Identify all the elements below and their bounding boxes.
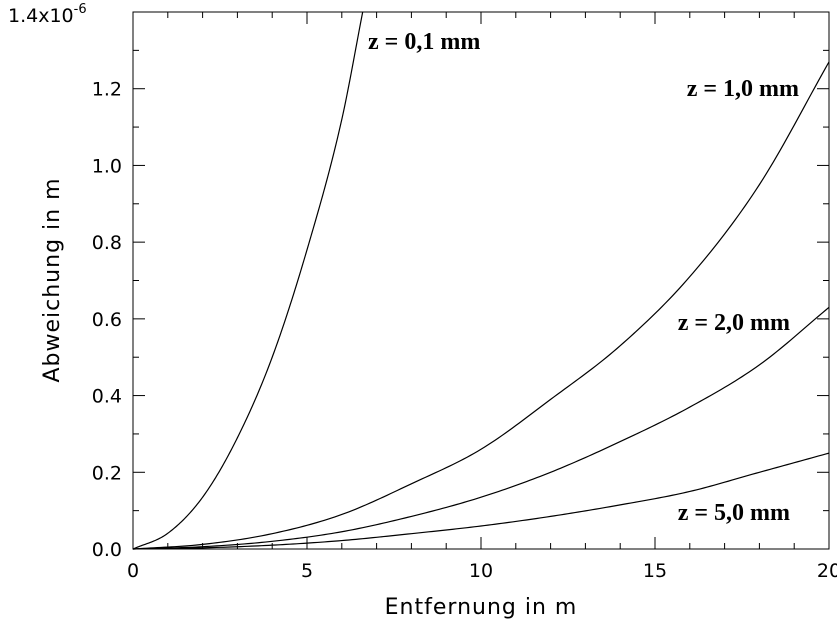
y-tick-label: 0.2: [92, 462, 122, 484]
curve-2: [132, 306, 830, 550]
x-tick-label: 10: [469, 560, 493, 582]
y-tick-label: 0.4: [92, 386, 122, 408]
curve-labels: z = 0,1 mm z = 1,0 mm z = 2,0 mm z = 5,0 mm: [368, 29, 799, 526]
curve-1: [132, 61, 830, 550]
y-tick-label: 1.2: [92, 79, 122, 101]
curve-label: z = 5,0 mm: [678, 500, 790, 526]
curve-label: z = 2,0 mm: [678, 310, 790, 336]
curves: [132, 11, 830, 550]
curve-3: [132, 452, 830, 550]
y-tick-label: 0.0: [92, 539, 122, 561]
y-multiplier-label: 1.4x10-6: [8, 2, 87, 27]
y-tick-label: 0.8: [92, 232, 122, 254]
x-tick-label: 15: [643, 560, 667, 582]
y-tick-label: 1.0: [92, 155, 122, 177]
curve-label: z = 0,1 mm: [368, 29, 480, 55]
x-axis-label: Entfernung in m: [385, 595, 578, 620]
x-tick-labels: 0 5 10 15 20: [127, 560, 837, 582]
y-tick-labels: 0.0 0.2 0.4 0.6 0.8 1.0 1.2: [92, 79, 122, 561]
tick-marks: [132, 11, 830, 550]
x-tick-label: 0: [127, 560, 139, 582]
y-axis-label: Abweichung in m: [40, 177, 65, 382]
x-tick-label: 5: [301, 560, 313, 582]
x-tick-label: 20: [817, 560, 837, 582]
curve-0: [132, 11, 364, 550]
curve-label: z = 1,0 mm: [687, 76, 799, 102]
y-tick-label: 0.6: [92, 309, 122, 331]
